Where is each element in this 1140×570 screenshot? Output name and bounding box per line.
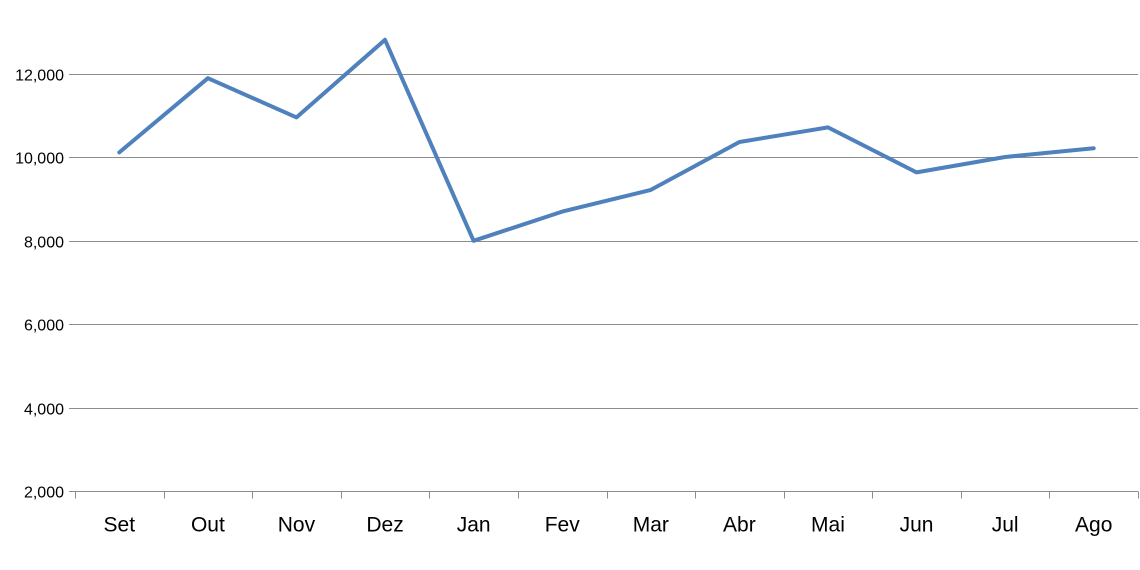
y-tick-label: 6,000: [24, 318, 64, 335]
y-tick-label: 4,000: [24, 402, 64, 419]
y-tick-label: 8,000: [24, 235, 64, 252]
x-tick-label: Jun: [900, 514, 934, 537]
y-tick-label: 10,000: [15, 151, 64, 168]
x-tick-label: Mar: [633, 514, 669, 537]
gridlines: [69, 74, 1138, 492]
x-tick-label: Dez: [366, 514, 403, 537]
series-line: [117, 37, 1096, 243]
x-tick-label: Nov: [278, 514, 316, 537]
x-tick-label: Abr: [723, 514, 756, 537]
y-axis-labels: 2,000 4,000 6,000 8,000 10,000 12,000: [15, 68, 64, 502]
y-tick-label: 2,000: [24, 485, 64, 502]
x-tick-label: Jul: [992, 514, 1019, 537]
x-tick-label: Ago: [1075, 514, 1112, 537]
x-axis: [75, 491, 1139, 499]
x-axis-labels: Set Out Nov Dez Jan Fev Mar Abr Mai Jun Jul Ago: [104, 514, 1113, 537]
x-tick-label: Set: [104, 514, 136, 537]
x-tick-label: Jan: [457, 514, 491, 537]
series-layer: [117, 37, 1096, 243]
x-tick-label: Mai: [811, 514, 845, 537]
x-tick-label: Out: [191, 514, 225, 537]
x-tick-label: Fev: [545, 514, 581, 537]
y-tick-label: 12,000: [15, 68, 64, 85]
